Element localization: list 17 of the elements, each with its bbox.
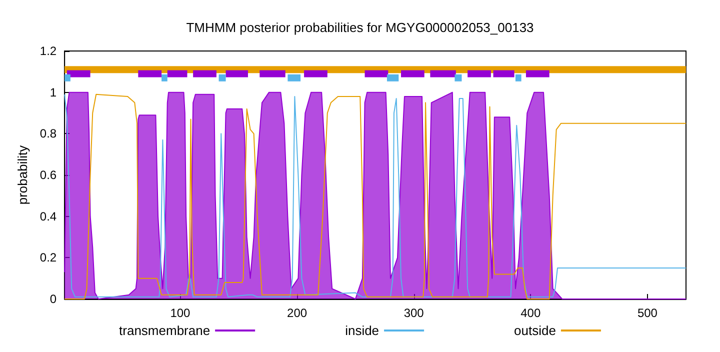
y-tick-label: 0.8 [40, 126, 57, 141]
y-tick-label: 0.6 [40, 168, 57, 182]
y-tick-label: 1.2 [40, 44, 57, 58]
x-tick-label: 500 [637, 306, 658, 320]
legend-label: transmembrane [119, 323, 210, 338]
legend-label: outside [514, 323, 556, 338]
x-tick-label: 100 [170, 306, 191, 320]
y-tick-label: 0.2 [40, 250, 57, 265]
x-tick-label: 300 [404, 306, 424, 320]
y-axis-title: probability [15, 144, 30, 205]
chart-title: TMHMM posterior probabilities for MGYG000002053_00133 [186, 20, 534, 35]
x-tick-label: 200 [287, 306, 308, 320]
x-tick-label: 400 [520, 306, 541, 320]
y-tick-label: 1 [50, 85, 57, 100]
y-tick-label: 0.4 [40, 209, 57, 224]
y-tick-label: 0 [50, 292, 57, 306]
legend-label: inside [345, 323, 380, 338]
